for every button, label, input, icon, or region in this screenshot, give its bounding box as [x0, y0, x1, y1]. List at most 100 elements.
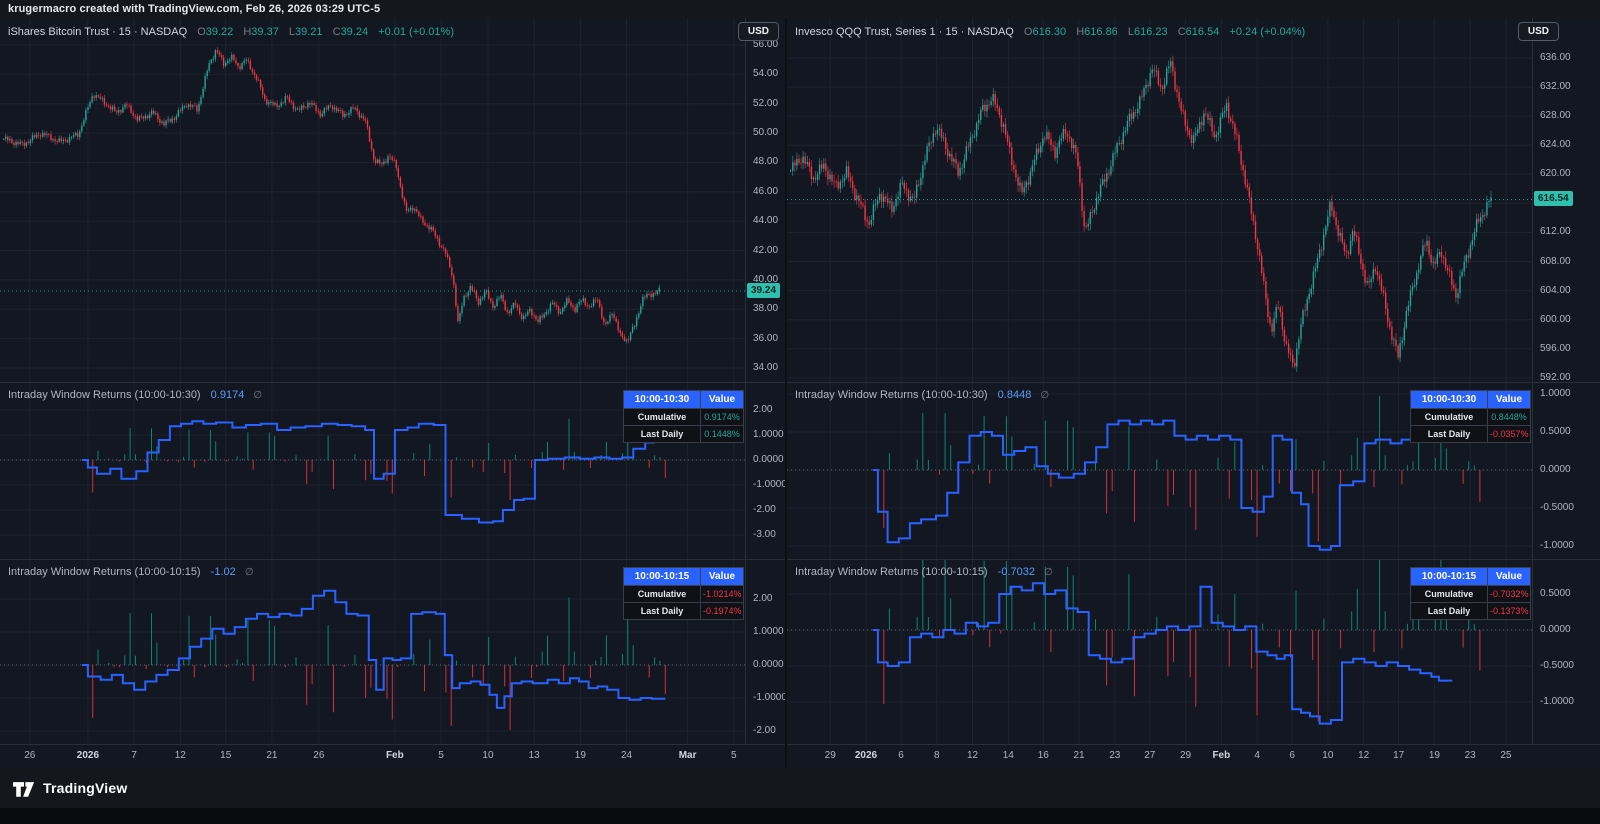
- close-value: 39.24: [340, 26, 369, 38]
- time-axis-label: 2026: [854, 750, 878, 761]
- price-scale-ibit[interactable]: 56.00 54.00 52.00 50.00 48.00 46.00 44.00 42.00…: [745, 18, 785, 382]
- change-value: +0.24 (+0.04%): [1229, 26, 1306, 38]
- time-axis-label: 6: [898, 750, 904, 761]
- time-axis-label: 29: [1180, 750, 1192, 761]
- time-axis-label: 2026: [76, 750, 100, 761]
- indicator-eye-icon[interactable]: ∅: [1040, 390, 1050, 401]
- low-label: L: [1127, 26, 1134, 38]
- axis-label: 46.00: [753, 185, 779, 197]
- currency-button[interactable]: USD: [1517, 22, 1559, 41]
- change-value: +0.01 (+0.01%): [378, 26, 454, 38]
- table-row-value: 0.8448%: [1488, 409, 1530, 425]
- indicator-eye-icon[interactable]: ∅: [244, 567, 254, 578]
- time-axis-label: 8: [933, 750, 940, 761]
- time-axis-label: Feb: [1212, 750, 1231, 761]
- axis-label: 52.00: [753, 97, 779, 109]
- indicator-pane-qqq-1015[interactable]: 0.5000 0.0000 -0.5000 -1.0000 Intraday Wind…: [787, 560, 1600, 745]
- time-axis-label: 26: [313, 750, 325, 761]
- time-axis-label: 19: [1428, 750, 1440, 761]
- indicator-scale[interactable]: 2.00 1.0000 0.0000 -1.0000 -2.00: [745, 560, 785, 744]
- candlestick-chart-ibit[interactable]: [0, 18, 745, 382]
- returns-table: 10:00-10:30 Value Cumulative 0.8448% Las…: [1410, 390, 1531, 443]
- tradingview-logo-icon[interactable]: [13, 779, 35, 798]
- table-period-header: 10:00-10:15: [1411, 568, 1487, 585]
- axis-label: 620.00: [1540, 168, 1571, 180]
- last-price-badge: 39.24: [747, 283, 781, 299]
- table-row-value: 0.9174%: [701, 409, 743, 425]
- time-axis-label: 12: [966, 750, 979, 761]
- axis-label: -0.5000: [1540, 660, 1574, 671]
- table-row-label: Cumulative: [1411, 409, 1487, 425]
- table-row-value: -0.7032%: [1488, 586, 1530, 602]
- symbol-title: Invesco QQQ Trust, Series 1: [795, 26, 936, 38]
- time-axis-label: 23: [1464, 750, 1476, 761]
- time-axis-label: 6: [1289, 750, 1295, 761]
- attribution-bar: krugermacro created with TradingView.com…: [0, 0, 1600, 18]
- returns-step-chart[interactable]: [787, 383, 1532, 559]
- time-axis-label: 10: [1322, 750, 1334, 761]
- time-axis-label: 5: [438, 750, 444, 761]
- time-axis-label: 13: [528, 750, 540, 761]
- axis-label: 40.00: [753, 273, 779, 285]
- indicator-eye-icon[interactable]: ∅: [1044, 567, 1053, 578]
- indicator-pane-ibit-1030[interactable]: 2.00 1.0000 0.0000 -1.0000 -2.00 -3.00 Intrad…: [0, 383, 785, 560]
- low-label: L: [288, 26, 296, 38]
- time-axis-label: 21: [266, 750, 278, 761]
- time-axis-ibit[interactable]: 26 2026 7 12 15 21 26 Feb 5 10 13 19 24 Mar 5: [0, 745, 785, 768]
- indicator-scale[interactable]: 2.00 1.0000 0.0000 -1.0000 -2.00 -3.00: [745, 383, 785, 559]
- tradingview-wordmark[interactable]: TradingView: [43, 780, 128, 796]
- time-axis-label: 16: [1037, 750, 1049, 761]
- candlestick-chart-qqq[interactable]: [787, 18, 1532, 382]
- currency-button[interactable]: USD: [737, 22, 779, 41]
- axis-label: -2.00: [753, 504, 776, 515]
- high-value: 616.86: [1084, 26, 1118, 38]
- axis-label: 34.00: [753, 361, 779, 373]
- price-pane-qqq[interactable]: 636.00632.00628.00624.00620.00616.00612.…: [787, 18, 1600, 383]
- time-axis-label: 10: [482, 750, 494, 761]
- high-label: H: [243, 26, 252, 38]
- table-row-value: -1.0214%: [701, 586, 743, 602]
- time-axis-label: 15: [220, 750, 232, 761]
- table-value-header: Value: [1488, 568, 1530, 585]
- returns-step-chart[interactable]: [0, 383, 745, 559]
- indicator-title: Intraday Window Returns (10:00-10:30): [8, 389, 201, 401]
- axis-label: 38.00: [753, 303, 779, 315]
- table-row-value: -0.1373%: [1488, 603, 1530, 619]
- table-value-header: Value: [701, 568, 743, 585]
- low-value: 39.21: [295, 26, 323, 38]
- time-axis-label: 14: [1002, 750, 1014, 761]
- indicator-title: Intraday Window Returns (10:00-10:15): [795, 566, 988, 578]
- time-axis-label: 29: [824, 750, 836, 761]
- price-pane-ibit[interactable]: 56.00 54.00 52.00 50.00 48.00 46.00 44.00 42.00…: [0, 18, 785, 383]
- indicator-pane-qqq-1030[interactable]: 1.0000 0.5000 0.0000 -0.5000 -1.0000 Intrada…: [787, 383, 1600, 560]
- axis-label: 0.0000: [1540, 624, 1571, 635]
- indicator-legend: Intraday Window Returns (10:00-10:30) 0.…: [795, 389, 1049, 401]
- axis-label: -1.0000: [1540, 696, 1574, 707]
- axis-label: -1.0000: [1540, 540, 1574, 551]
- axis-label: 608.00: [1540, 255, 1571, 267]
- time-axis-label: 5: [731, 750, 737, 761]
- indicator-scale[interactable]: 1.0000 0.5000 0.0000 -0.5000 -1.0000: [1532, 383, 1600, 559]
- time-axis-label: Mar: [678, 750, 697, 761]
- table-row-label: Last Daily: [1411, 603, 1487, 619]
- axis-label: 0.0000: [1540, 464, 1571, 475]
- bottom-strip: [0, 808, 1600, 824]
- indicator-eye-icon[interactable]: ∅: [253, 390, 263, 401]
- indicator-legend: Intraday Window Returns (10:00-10:15) -1…: [8, 566, 254, 578]
- time-axis-label: 25: [1500, 750, 1512, 761]
- symbol-meta: · 15 · NASDAQ: [938, 26, 1014, 38]
- returns-step-chart[interactable]: [0, 560, 745, 744]
- axis-label: 592.00: [1540, 371, 1571, 383]
- charts-region: 56.00 54.00 52.00 50.00 48.00 46.00 44.00 42.00…: [0, 18, 1600, 768]
- open-label: O: [197, 26, 206, 38]
- axis-label: 50.00: [753, 127, 779, 139]
- axis-label: -2.00: [753, 725, 776, 736]
- table-row-label: Cumulative: [1411, 586, 1487, 602]
- indicator-title: Intraday Window Returns (10:00-10:15): [8, 566, 201, 578]
- close-label: C: [332, 26, 341, 38]
- time-axis-label: 12: [174, 750, 186, 761]
- time-axis-qqq[interactable]: 29 2026 6 8 12 14 16 21 23 27 29 Feb 4 6 10 12 17 19 23 25: [787, 745, 1600, 768]
- time-axis-label: 7: [131, 750, 137, 761]
- indicator-pane-ibit-1015[interactable]: 2.00 1.0000 0.0000 -1.0000 -2.00 Intraday Wi…: [0, 560, 785, 745]
- indicator-scale[interactable]: 0.5000 0.0000 -0.5000 -1.0000: [1532, 560, 1600, 744]
